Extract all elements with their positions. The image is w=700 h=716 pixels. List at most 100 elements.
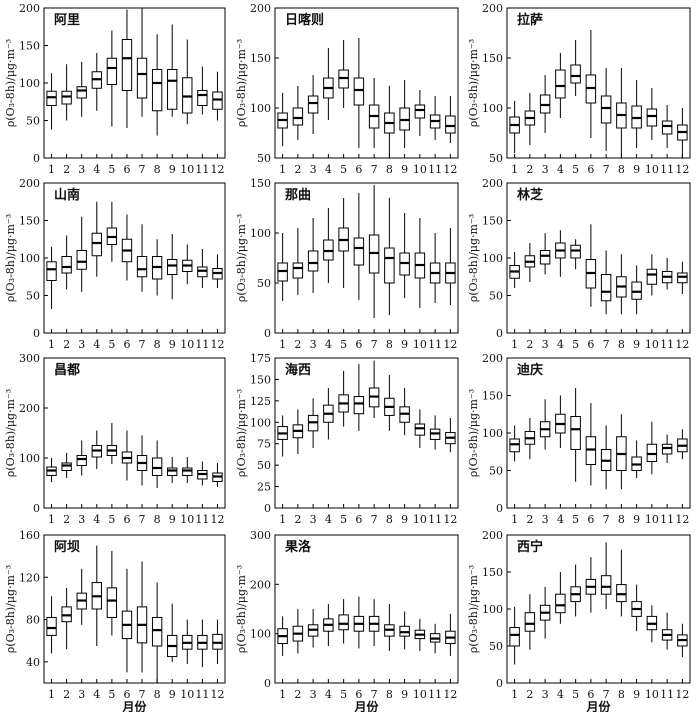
- y-axis-label: ρ(O₃-8h)/μg·m⁻³: [467, 389, 480, 477]
- x-tick-label: 11: [660, 688, 674, 701]
- x-tick-label: 1: [511, 688, 518, 701]
- box-10: [182, 39, 193, 125]
- box-5: [338, 599, 349, 644]
- y-axis-label: ρ(O₃-8h)/μg·m⁻³: [467, 214, 480, 302]
- panel-title: 拉萨: [517, 12, 543, 28]
- panel-title: 迪庆: [517, 362, 543, 378]
- y-tick-label: 150: [482, 390, 503, 403]
- box-3: [76, 440, 87, 476]
- y-tick-label: 80: [26, 614, 40, 627]
- x-axis-label: 月份: [353, 699, 379, 712]
- iqr-box: [616, 584, 627, 603]
- box-11: [661, 105, 673, 148]
- box-1: [509, 425, 520, 462]
- y-tick-label: 150: [19, 215, 40, 228]
- x-tick-label: 7: [371, 338, 378, 351]
- iqr-box: [292, 107, 304, 126]
- x-tick-label: 1: [48, 163, 55, 176]
- x-tick-label: 4: [557, 688, 564, 701]
- x-tick-label: 3: [310, 513, 317, 526]
- y-tick-label: 200: [482, 2, 503, 15]
- x-tick-label: 3: [78, 338, 85, 351]
- x-tick-label: 10: [180, 338, 194, 351]
- x-tick-label: 9: [401, 338, 408, 351]
- iqr-box: [600, 575, 612, 595]
- box-12: [677, 108, 688, 158]
- box-11: [197, 461, 208, 486]
- y-tick-label: 150: [482, 566, 503, 579]
- x-tick-label: 2: [526, 513, 533, 526]
- y-tick-label: 100: [482, 603, 503, 616]
- box-10: [414, 218, 426, 308]
- box-4: [555, 230, 566, 277]
- box-7: [600, 425, 612, 490]
- x-tick-label: 5: [108, 513, 115, 526]
- y-axis-label: ρ(O₃-8h)/μg·m⁻³: [235, 565, 248, 653]
- y-tick-label: 50: [489, 640, 503, 653]
- x-tick-label: 2: [63, 163, 70, 176]
- panel-title: 林芝: [517, 187, 543, 203]
- box-3: [539, 233, 551, 275]
- x-tick-label: 11: [660, 513, 674, 526]
- iqr-box: [384, 247, 395, 284]
- y-tick-label: 50: [26, 115, 40, 128]
- x-tick-label: 8: [618, 688, 625, 701]
- y-tick-label: 50: [489, 152, 503, 165]
- x-tick-label: 6: [587, 688, 594, 701]
- iqr-box: [631, 281, 642, 300]
- iqr-box: [555, 69, 566, 99]
- box-1: [46, 73, 57, 130]
- iqr-box: [197, 90, 208, 106]
- box-6: [353, 364, 365, 431]
- box-12: [445, 228, 456, 305]
- y-tick-label: 0: [496, 677, 503, 690]
- x-tick-label: 8: [154, 688, 161, 701]
- y-tick-label: 100: [482, 102, 503, 115]
- x-tick-label: 7: [371, 513, 378, 526]
- box-10: [646, 421, 658, 475]
- box-8: [384, 86, 395, 156]
- x-tick-label: 9: [401, 513, 408, 526]
- box-2: [292, 609, 304, 654]
- y-tick-label: 200: [19, 177, 40, 190]
- x-tick-label: 7: [371, 163, 378, 176]
- iqr-box: [182, 77, 193, 114]
- plot-frame: [43, 7, 226, 159]
- x-tick-label: 2: [526, 688, 533, 701]
- y-tick-label: 0: [33, 152, 40, 165]
- x-tick-label: 8: [386, 513, 393, 526]
- iqr-box: [167, 259, 178, 275]
- x-tick-label: 2: [526, 338, 533, 351]
- x-tick-label: 4: [325, 338, 332, 351]
- box-12: [212, 71, 223, 121]
- y-tick-label: 300: [250, 529, 271, 542]
- x-tick-label: 7: [603, 163, 610, 176]
- iqr-box: [151, 457, 163, 476]
- iqr-box: [353, 396, 365, 415]
- y-tick-label: 300: [19, 352, 40, 365]
- x-tick-label: 11: [428, 338, 442, 351]
- x-axis-label: 月份: [121, 699, 147, 712]
- x-tick-label: 10: [413, 513, 427, 526]
- y-tick-label: 100: [19, 252, 40, 265]
- plot-frame: [274, 534, 459, 684]
- box-11: [661, 612, 673, 650]
- iqr-box: [76, 455, 87, 466]
- x-tick-label: 2: [294, 688, 301, 701]
- box-4: [91, 201, 102, 277]
- iqr-box: [46, 261, 57, 281]
- plot-frame: [274, 182, 459, 334]
- iqr-box: [61, 462, 72, 471]
- box-3: [539, 399, 551, 450]
- box-8: [151, 440, 163, 488]
- iqr-box: [46, 616, 57, 636]
- x-tick-label: 8: [618, 163, 625, 176]
- box-8: [151, 239, 163, 296]
- box-4: [555, 395, 566, 448]
- y-tick-label: 25: [257, 481, 271, 494]
- iqr-box: [136, 57, 148, 99]
